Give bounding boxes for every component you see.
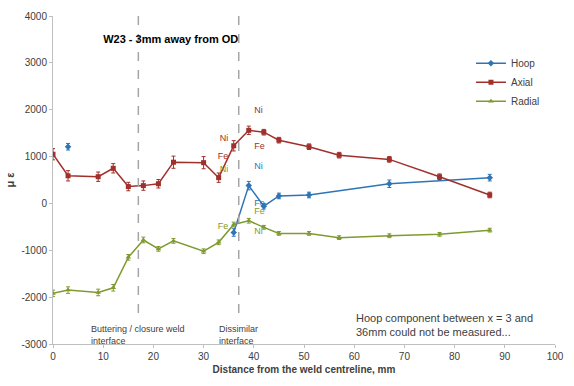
svg-text:1000: 1000 bbox=[25, 151, 48, 162]
svg-text:Ni: Ni bbox=[254, 105, 263, 115]
svg-text:Ni: Ni bbox=[220, 133, 229, 143]
svg-text:Hoop: Hoop bbox=[511, 58, 535, 69]
svg-text:10: 10 bbox=[98, 351, 110, 362]
svg-text:Hoop component between x = 3 a: Hoop component between x = 3 and36mm cou… bbox=[356, 312, 533, 338]
svg-text:Fe: Fe bbox=[254, 206, 265, 216]
svg-text:Ni: Ni bbox=[254, 161, 263, 171]
svg-text:40: 40 bbox=[248, 351, 260, 362]
svg-text:Axial: Axial bbox=[511, 77, 533, 88]
svg-text:80: 80 bbox=[449, 351, 461, 362]
svg-text:4000: 4000 bbox=[25, 11, 48, 22]
svg-text:100: 100 bbox=[547, 351, 564, 362]
svg-text:Buttering / closure weldinterf: Buttering / closure weldinterface bbox=[91, 324, 185, 346]
svg-text:20: 20 bbox=[148, 351, 160, 362]
svg-text:30: 30 bbox=[198, 351, 210, 362]
svg-text:Ni: Ni bbox=[220, 164, 229, 174]
svg-text:70: 70 bbox=[399, 351, 411, 362]
svg-text:Fe: Fe bbox=[218, 151, 229, 161]
svg-text:-2000: -2000 bbox=[21, 292, 47, 303]
svg-text:90: 90 bbox=[499, 351, 511, 362]
svg-text:Distance from the weld centrel: Distance from the weld centreline, mm bbox=[213, 364, 396, 375]
svg-text:W23 - 3mm away from OD: W23 - 3mm away from OD bbox=[103, 33, 238, 45]
svg-text:0: 0 bbox=[50, 351, 56, 362]
svg-text:Ni: Ni bbox=[254, 226, 263, 236]
svg-text:0: 0 bbox=[41, 198, 47, 209]
svg-text:-3000: -3000 bbox=[21, 339, 47, 350]
svg-text:Radial: Radial bbox=[511, 96, 539, 107]
svg-text:2000: 2000 bbox=[25, 104, 48, 115]
svg-text:Fe: Fe bbox=[218, 221, 229, 231]
svg-text:3000: 3000 bbox=[25, 57, 48, 68]
svg-text:60: 60 bbox=[349, 351, 361, 362]
svg-text:μ ε: μ ε bbox=[4, 172, 16, 188]
svg-text:Fe: Fe bbox=[254, 141, 265, 151]
svg-text:50: 50 bbox=[298, 351, 310, 362]
svg-text:-1000: -1000 bbox=[21, 245, 47, 256]
svg-text:Dissimilarinterface: Dissimilarinterface bbox=[219, 324, 258, 346]
svg-text:Fe: Fe bbox=[254, 198, 265, 208]
